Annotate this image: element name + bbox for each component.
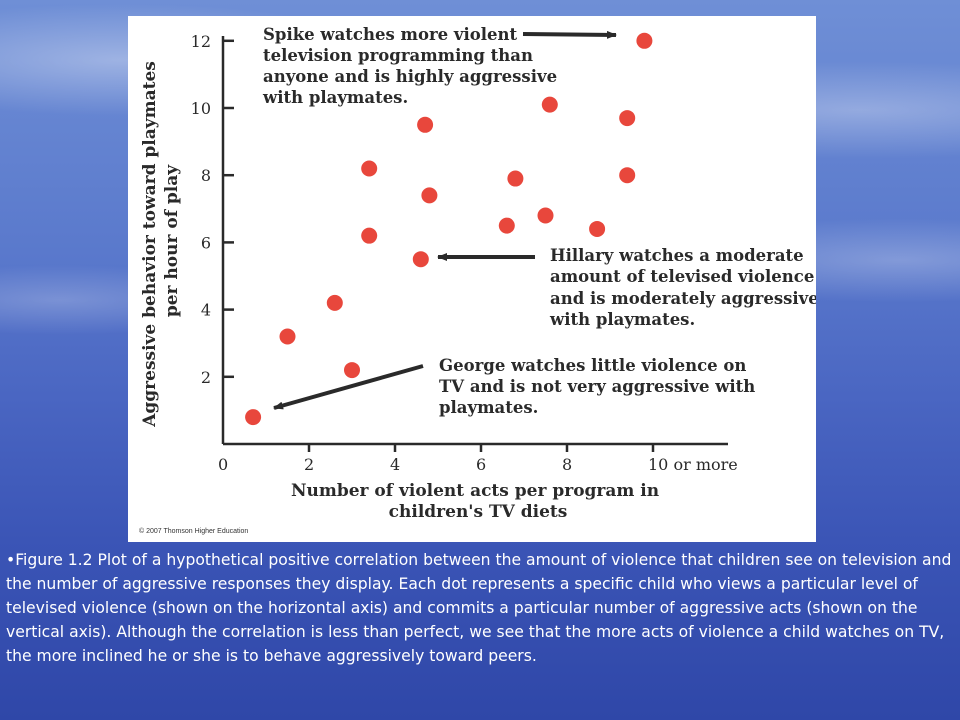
annotation-george-arrow (273, 364, 424, 410)
scatter-chart: 0 2 4 6 8 10 or more 2 4 6 8 10 12 Spike watches mo… (139, 25, 816, 535)
data-point (619, 167, 636, 184)
y-tick-label: 8 (201, 166, 211, 185)
x-tick-label: 8 (562, 455, 572, 474)
x-tick-label: 2 (304, 455, 314, 474)
y-axis-title: Aggressive behavior toward playmates per… (140, 55, 182, 428)
figure-panel: 0 2 4 6 8 10 or more 2 4 6 8 10 12 Spike watches mo… (128, 16, 816, 542)
data-points (245, 32, 653, 426)
data-point (589, 220, 606, 237)
data-point (421, 187, 438, 204)
data-point (417, 116, 434, 133)
x-axis-title: Number of violent acts per program in ch… (291, 481, 665, 522)
x-tick-label: 10 or more (648, 455, 738, 474)
data-point (541, 96, 558, 113)
axis-ticks: 0 2 4 6 8 10 or more 2 4 6 8 10 12 (191, 32, 738, 474)
y-tick-label: 10 (191, 99, 211, 118)
y-tick-label: 12 (191, 32, 211, 51)
annotation-hillary: Hillary watches a moderate amount of tel… (437, 246, 816, 329)
data-point (361, 227, 378, 244)
data-point (245, 409, 262, 426)
data-point (636, 32, 653, 49)
data-point (326, 294, 343, 311)
data-point (537, 207, 554, 224)
data-point (619, 110, 636, 127)
x-tick-label: 0 (218, 455, 228, 474)
data-point (507, 170, 524, 187)
copyright-text: © 2007 Thomson Higher Education (139, 527, 248, 535)
y-tick-label: 6 (201, 233, 211, 252)
data-point (361, 160, 378, 177)
x-tick-label: 4 (390, 455, 400, 474)
annotation-george: George watches little violence on TV and… (273, 356, 761, 417)
annotation-george-text: George watches little violence on TV and… (439, 356, 761, 417)
y-tick-label: 4 (201, 301, 211, 320)
y-axis-title-group: Aggressive behavior toward playmates per… (140, 55, 182, 428)
annotation-spike-arrow (522, 30, 617, 39)
y-tick-label: 2 (201, 368, 211, 387)
figure-caption: •Figure 1.2 Plot of a hypothetical posit… (6, 551, 952, 665)
annotation-hillary-text: Hillary watches a moderate amount of tel… (549, 246, 816, 329)
annotation-spike-text: Spike watches more violent television pr… (262, 25, 563, 107)
data-point (279, 328, 296, 345)
x-tick-label: 6 (476, 455, 486, 474)
data-point (344, 362, 360, 379)
annotation-spike: Spike watches more violent television pr… (262, 25, 617, 107)
data-point (498, 217, 515, 234)
data-point (412, 251, 429, 268)
